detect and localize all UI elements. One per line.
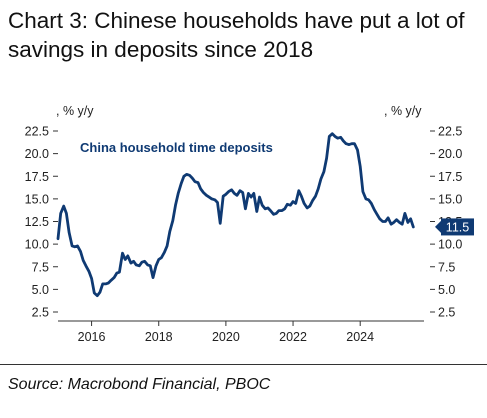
right-axis-unit: , % y/y <box>384 104 422 118</box>
right-tick-label: 20.0 <box>438 147 462 161</box>
left-tick-label: 20.0 <box>25 147 49 161</box>
left-tick-label: 5.0 <box>32 283 49 297</box>
last-value-badge: 11.5 <box>435 218 474 236</box>
x-tick-label: 2024 <box>346 330 374 344</box>
right-tick-label: 7.5 <box>438 260 455 274</box>
left-tick-label: 10.0 <box>25 238 49 252</box>
x-tick-label: 2020 <box>212 330 240 344</box>
source-divider <box>0 364 487 365</box>
series-line <box>56 132 415 298</box>
last-value-box <box>441 218 474 236</box>
left-tick-label: 12.5 <box>25 215 49 229</box>
right-tick-label: 17.5 <box>438 170 462 184</box>
left-tick-label: 7.5 <box>32 260 49 274</box>
chart-title: Chart 3: Chinese households have put a l… <box>8 8 465 62</box>
left-tick-label: 22.5 <box>25 125 49 139</box>
right-tick-label: 15.0 <box>438 192 462 206</box>
right-tick-label: 10.0 <box>438 238 462 252</box>
left-tick-label: 2.5 <box>32 306 49 320</box>
right-tick-label: 5.0 <box>438 283 455 297</box>
left-axis: 2.5 5.0 7.5 10.0 12.5 15.0 17.5 20.0 22.5 <box>25 125 58 320</box>
right-tick-label: 2.5 <box>438 306 455 320</box>
x-tick-label: 2018 <box>145 330 173 344</box>
last-value-arrow <box>435 220 441 233</box>
series-label: China household time deposits <box>80 140 273 155</box>
left-axis-unit: , % y/y <box>56 104 94 118</box>
x-axis: 2016 2018 2020 2022 2024 <box>78 321 374 344</box>
right-tick-label: 22.5 <box>438 125 462 139</box>
source-note: Source: Macrobond Financial, PBOC <box>8 376 271 393</box>
right-axis: 2.55.07.510.012.515.017.520.022.5 <box>430 125 462 320</box>
x-tick-label: 2016 <box>78 330 106 344</box>
left-tick-label: 15.0 <box>25 192 49 206</box>
left-tick-label: 17.5 <box>25 170 49 184</box>
last-value-text: 11.5 <box>446 220 469 234</box>
x-tick-label: 2022 <box>279 330 307 344</box>
